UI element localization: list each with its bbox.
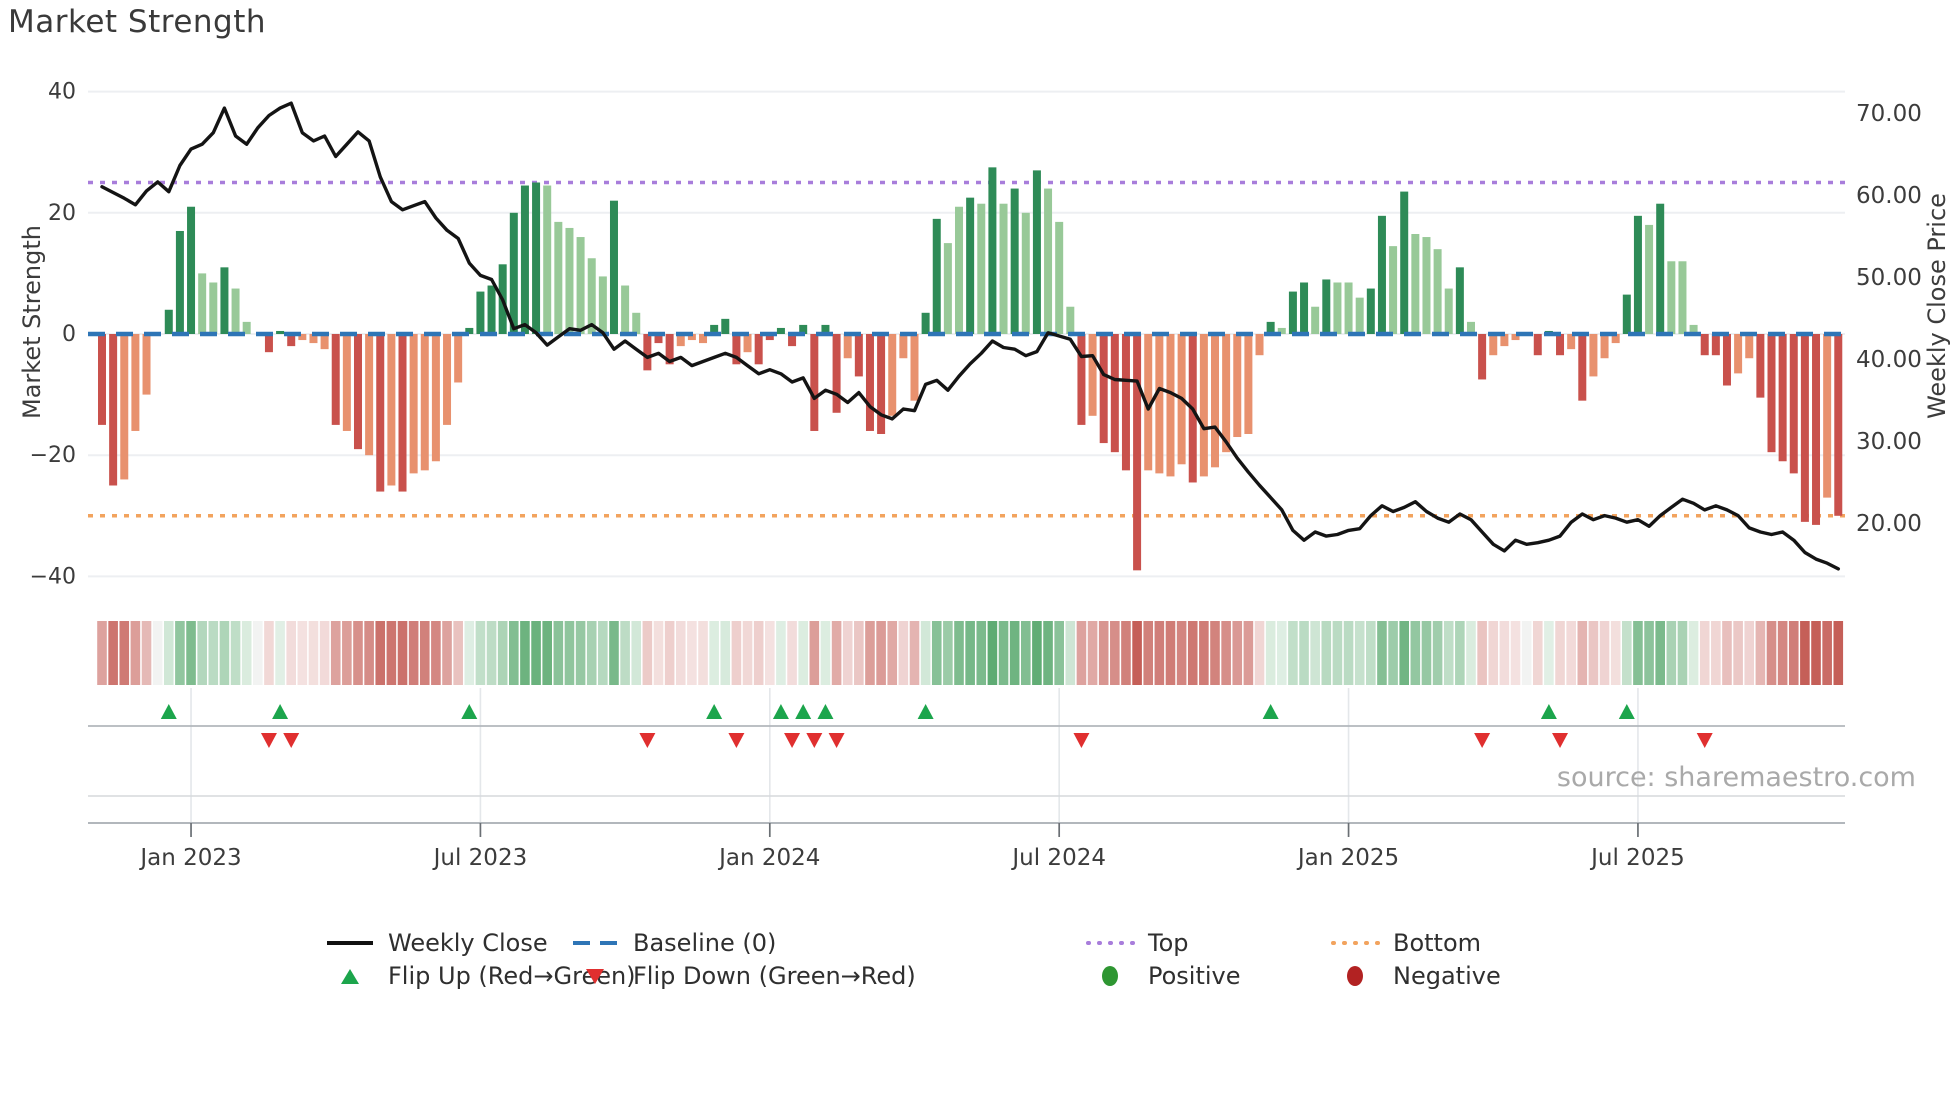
market-strength-chart: 40 20 0 −20 −40 70.00 60.00 50.00 40.00 30.00 20.0… bbox=[30, 80, 1922, 871]
legend-item-flip-up: Flip Up (Red→Green) bbox=[318, 961, 636, 991]
legend-label: Top bbox=[1148, 929, 1189, 957]
legend-item-top: Top bbox=[1078, 928, 1189, 958]
strength-bars bbox=[98, 167, 1843, 571]
legend-label: Bottom bbox=[1393, 929, 1482, 957]
legend-item-flip-down: Flip Down (Green→Red) bbox=[563, 961, 916, 991]
svg-text:Jan 2024: Jan 2024 bbox=[717, 845, 820, 871]
legend-label: Weekly Close bbox=[388, 929, 548, 957]
legend-item-weekly-close: Weekly Close bbox=[318, 928, 548, 958]
legend-item-positive: Positive bbox=[1078, 961, 1241, 991]
right-axis-labels: 70.00 60.00 50.00 40.00 30.00 20.00 bbox=[1856, 101, 1922, 537]
svg-text:Jan 2023: Jan 2023 bbox=[138, 845, 241, 871]
svg-text:70.00: 70.00 bbox=[1856, 101, 1922, 127]
legend-label: Baseline (0) bbox=[633, 929, 777, 957]
svg-text:60.00: 60.00 bbox=[1856, 183, 1922, 209]
left-axis-title: Market Strength bbox=[18, 225, 46, 419]
flip-up-markers bbox=[160, 704, 1635, 719]
svg-text:Jul 2025: Jul 2025 bbox=[1589, 845, 1685, 871]
svg-text:Jan 2025: Jan 2025 bbox=[1296, 845, 1399, 871]
legend-label: Flip Down (Green→Red) bbox=[633, 962, 916, 990]
svg-text:20: 20 bbox=[48, 201, 76, 226]
flip-down-triangle-icon bbox=[563, 968, 627, 984]
weekly-close-line-icon bbox=[318, 941, 382, 945]
top-dotted-line-icon bbox=[1078, 941, 1142, 945]
flip-up-triangle-icon bbox=[318, 968, 382, 984]
svg-text:20.00: 20.00 bbox=[1856, 511, 1922, 537]
svg-text:0: 0 bbox=[62, 322, 76, 347]
positive-dot-icon bbox=[1078, 966, 1142, 986]
bottom-dotted-line-icon bbox=[1323, 941, 1387, 945]
svg-text:Jul 2023: Jul 2023 bbox=[432, 845, 528, 871]
right-axis-title: Weekly Close Price bbox=[1923, 193, 1951, 419]
baseline-dash-icon bbox=[563, 941, 627, 945]
legend-item-negative: Negative bbox=[1323, 961, 1501, 991]
legend-item-baseline: Baseline (0) bbox=[563, 928, 776, 958]
heatmap-strip bbox=[97, 621, 1844, 685]
weekly-close-price-line bbox=[100, 101, 1841, 571]
lane-gridlines bbox=[190, 688, 1639, 822]
svg-text:40.00: 40.00 bbox=[1856, 347, 1922, 373]
svg-text:30.00: 30.00 bbox=[1856, 429, 1922, 455]
svg-text:−40: −40 bbox=[30, 564, 76, 589]
legend-label: Positive bbox=[1148, 962, 1241, 990]
negative-dot-icon bbox=[1323, 966, 1387, 986]
x-axis-labels: Jan 2023 Jul 2023 Jan 2024 Jul 2024 Jan 2025… bbox=[138, 823, 1685, 871]
source-attribution: source: sharemaestro.com bbox=[1556, 762, 1916, 793]
flip-down-markers bbox=[260, 733, 1713, 748]
legend-item-bottom: Bottom bbox=[1323, 928, 1481, 958]
page-title: Market Strength bbox=[8, 4, 267, 40]
left-axis-labels: 40 20 0 −20 −40 bbox=[30, 80, 76, 590]
legend-label: Negative bbox=[1393, 962, 1501, 990]
svg-text:50.00: 50.00 bbox=[1856, 265, 1922, 291]
svg-text:40: 40 bbox=[48, 80, 76, 105]
svg-text:Jul 2024: Jul 2024 bbox=[1010, 845, 1106, 871]
svg-text:−20: −20 bbox=[30, 443, 76, 468]
